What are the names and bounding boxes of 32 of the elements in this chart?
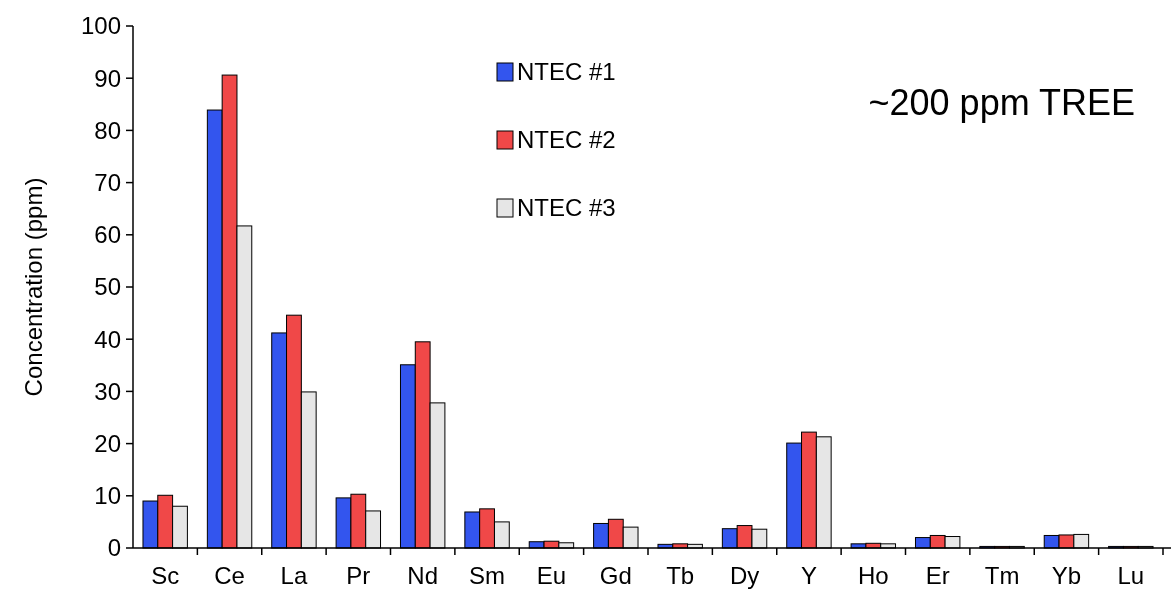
- y-tick-label: 0: [107, 534, 121, 562]
- x-tick-label: Eu: [536, 562, 567, 589]
- x-tick-label: Gd: [599, 562, 632, 589]
- y-tick-label: 80: [94, 116, 121, 144]
- x-tick-label: Ho: [857, 562, 889, 589]
- x-tick-label: Pr: [346, 562, 371, 589]
- y-tick-label: 50: [94, 273, 121, 301]
- x-tick-label: Lu: [1117, 562, 1145, 589]
- x-tick-label: Sm: [469, 562, 506, 589]
- y-tick-label: 10: [94, 482, 121, 510]
- y-tick-label: 70: [94, 169, 121, 196]
- legend-label: NTEC #3: [517, 194, 616, 222]
- annotation: ~200 ppm TREE: [868, 82, 1135, 123]
- x-tick-label: Ce: [214, 562, 245, 589]
- y-tick-label: 20: [94, 430, 121, 457]
- x-tick-label: Sc: [151, 562, 180, 589]
- y-tick-label: 100: [80, 12, 121, 40]
- x-tick-label: Er: [925, 562, 950, 589]
- legend-label: NTEC #2: [517, 126, 616, 154]
- x-tick-label: Yb: [1051, 562, 1082, 589]
- x-tick-label: Y: [800, 562, 817, 589]
- y-tick-label: 90: [94, 64, 121, 92]
- x-tick-label: Dy: [729, 562, 760, 589]
- y-tick-label: 40: [94, 325, 121, 353]
- y-axis-title: Concentration (ppm): [20, 177, 47, 397]
- y-tick-label: 30: [94, 377, 121, 405]
- x-tick-label: Tb: [666, 562, 695, 589]
- legend-label: NTEC #1: [517, 58, 616, 86]
- x-tick-label: Nd: [407, 562, 439, 589]
- x-tick-label: La: [280, 562, 308, 589]
- y-tick-label: 60: [94, 221, 121, 249]
- x-tick-label: Tm: [984, 562, 1020, 589]
